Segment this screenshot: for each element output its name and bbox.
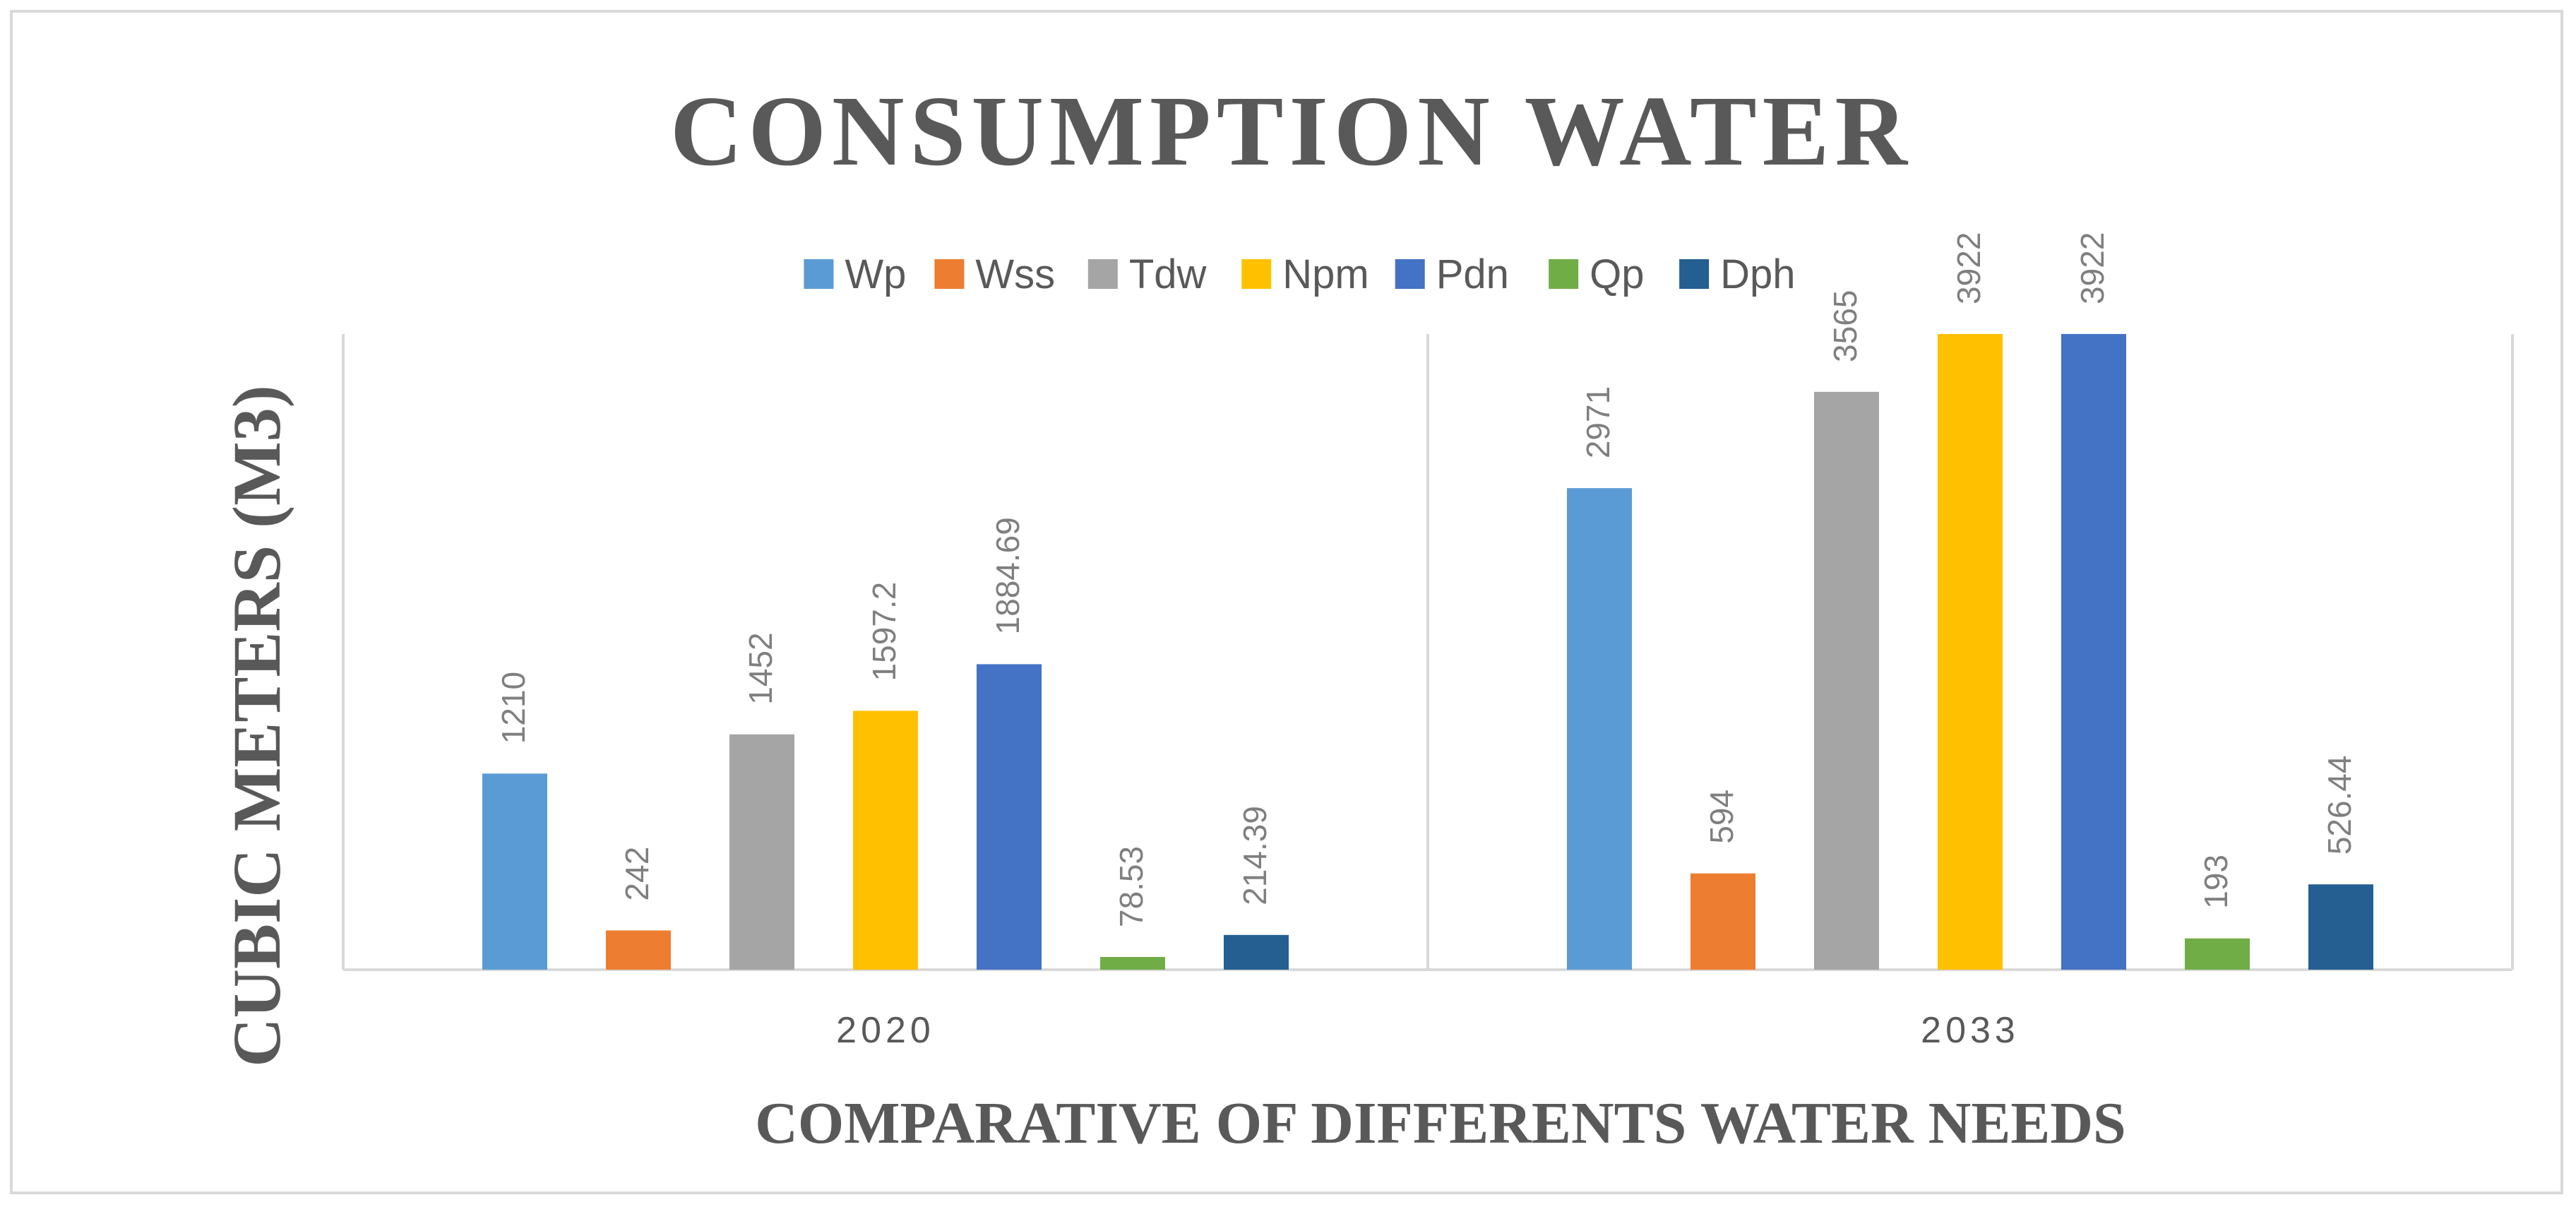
bar-chart: CONSUMPTION WATER Wp Wss Tdw Npm Pdn Qp Dph 12… xyxy=(219,75,2514,1156)
data-label-npm-2033: 3922 xyxy=(1950,232,1987,304)
bar-wss-2033 xyxy=(1690,873,1755,970)
bar-qp-2033 xyxy=(2185,938,2250,970)
legend-swatch-wss xyxy=(934,259,965,289)
legend-label-wss: Wss xyxy=(975,251,1055,297)
x-tick-label-2033: 2033 xyxy=(1921,1010,2020,1051)
bar-tdw-2020 xyxy=(729,734,794,970)
legend-swatch-pdn xyxy=(1395,259,1425,289)
legend-swatch-qp xyxy=(1549,259,1579,289)
legend-label-qp: Qp xyxy=(1590,251,1644,297)
legend-label-pdn: Pdn xyxy=(1436,251,1509,297)
bar-wp-2033 xyxy=(1567,488,1632,970)
data-label-pdn-2033: 3922 xyxy=(2074,232,2111,304)
data-label-pdn-2020: 1884.69 xyxy=(989,517,1026,634)
data-label-wss-2033: 594 xyxy=(1703,790,1740,844)
bar-npm-2020 xyxy=(853,710,918,970)
y-axis-title: CUBIC METERS (M3) xyxy=(219,385,294,1066)
legend-label-tdw: Tdw xyxy=(1129,251,1208,297)
legend-swatch-wp xyxy=(804,259,834,289)
data-labels: 1210 242 1452 1597.2 1884.69 78.53 214.39 2971 5… xyxy=(495,232,2358,927)
bar-pdn-2033 xyxy=(2061,333,2126,970)
data-label-wss-2020: 242 xyxy=(619,847,655,901)
bar-dph-2020 xyxy=(1224,934,1289,970)
legend-label-dph: Dph xyxy=(1720,251,1795,297)
bar-qp-2020 xyxy=(1100,956,1165,970)
data-label-dph-2033: 526.44 xyxy=(2321,755,2358,855)
data-label-qp-2033: 193 xyxy=(2198,855,2234,909)
x-tick-label-2020: 2020 xyxy=(836,1010,935,1051)
chart-title: CONSUMPTION WATER xyxy=(670,75,1913,186)
chart-frame: CONSUMPTION WATER Wp Wss Tdw Npm Pdn Qp Dph 12… xyxy=(10,10,2563,1194)
data-label-wp-2033: 2971 xyxy=(1580,386,1616,458)
data-label-tdw-2033: 3565 xyxy=(1827,290,1864,362)
legend-swatch-npm xyxy=(1241,259,1272,289)
data-label-tdw-2020: 1452 xyxy=(742,632,779,704)
data-label-dph-2020: 214.39 xyxy=(1236,806,1273,905)
axes xyxy=(342,334,2514,971)
x-tick-labels: 2020 2033 xyxy=(836,1010,2020,1051)
legend: Wp Wss Tdw Npm Pdn Qp Dph xyxy=(804,251,1796,297)
legend-label-wp: Wp xyxy=(845,251,906,297)
data-label-npm-2020: 1597.2 xyxy=(866,582,902,682)
legend-swatch-dph xyxy=(1679,259,1710,289)
data-label-wp-2020: 1210 xyxy=(495,672,532,744)
legend-swatch-tdw xyxy=(1087,259,1118,289)
x-axis-title: COMPARATIVE OF DIFFERENTS WATER NEEDS xyxy=(755,1090,2126,1156)
bar-pdn-2020 xyxy=(977,664,1042,970)
bar-npm-2033 xyxy=(1938,333,2003,970)
bar-wp-2020 xyxy=(482,773,547,970)
bar-dph-2033 xyxy=(2308,884,2373,970)
bars xyxy=(482,333,2373,970)
data-label-qp-2020: 78.53 xyxy=(1113,846,1150,927)
legend-label-npm: Npm xyxy=(1282,251,1368,297)
bar-wss-2020 xyxy=(606,930,671,970)
bar-tdw-2033 xyxy=(1814,391,1879,970)
